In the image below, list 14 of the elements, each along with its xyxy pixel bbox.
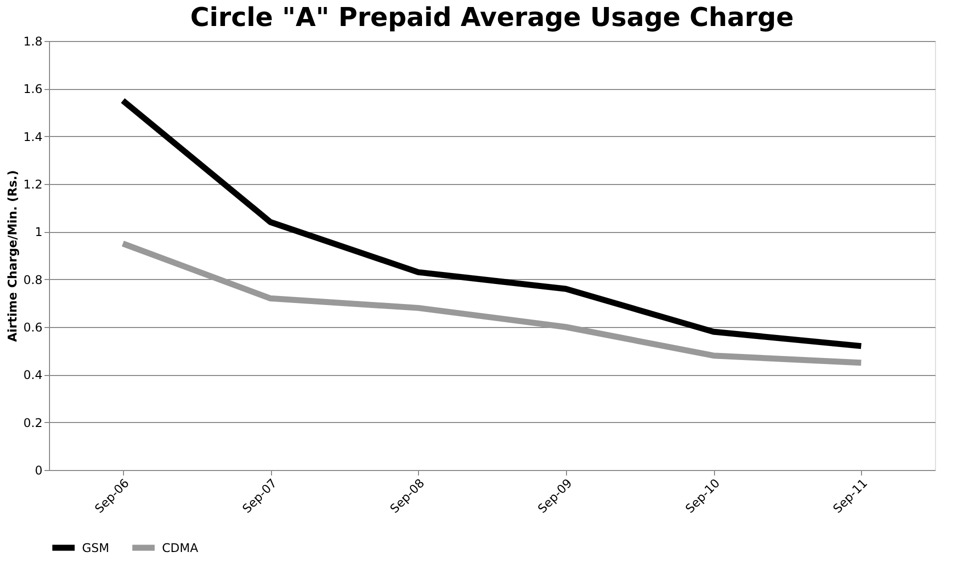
y-axis-title: Airtime Charge/Min. (Rs.): [5, 170, 20, 342]
y-tick-label: 0.2: [23, 416, 42, 430]
y-tick-label: 1.4: [23, 130, 42, 144]
y-tick-label: 0: [34, 464, 42, 478]
legend-label: CDMA: [162, 540, 199, 555]
y-tick-label: 0.8: [23, 272, 42, 287]
y-tick-label: 1.6: [23, 82, 42, 96]
y-tick-label: 0.4: [23, 368, 42, 382]
y-tick-label: 1.2: [23, 178, 42, 192]
y-tick-label: 0.6: [23, 320, 42, 334]
y-tick-label: 1: [34, 225, 42, 240]
legend-label: GSM: [82, 540, 110, 555]
y-tick-label: 1.8: [23, 34, 42, 48]
chart-title: Circle "A" Prepaid Average Usage Charge: [190, 3, 794, 33]
